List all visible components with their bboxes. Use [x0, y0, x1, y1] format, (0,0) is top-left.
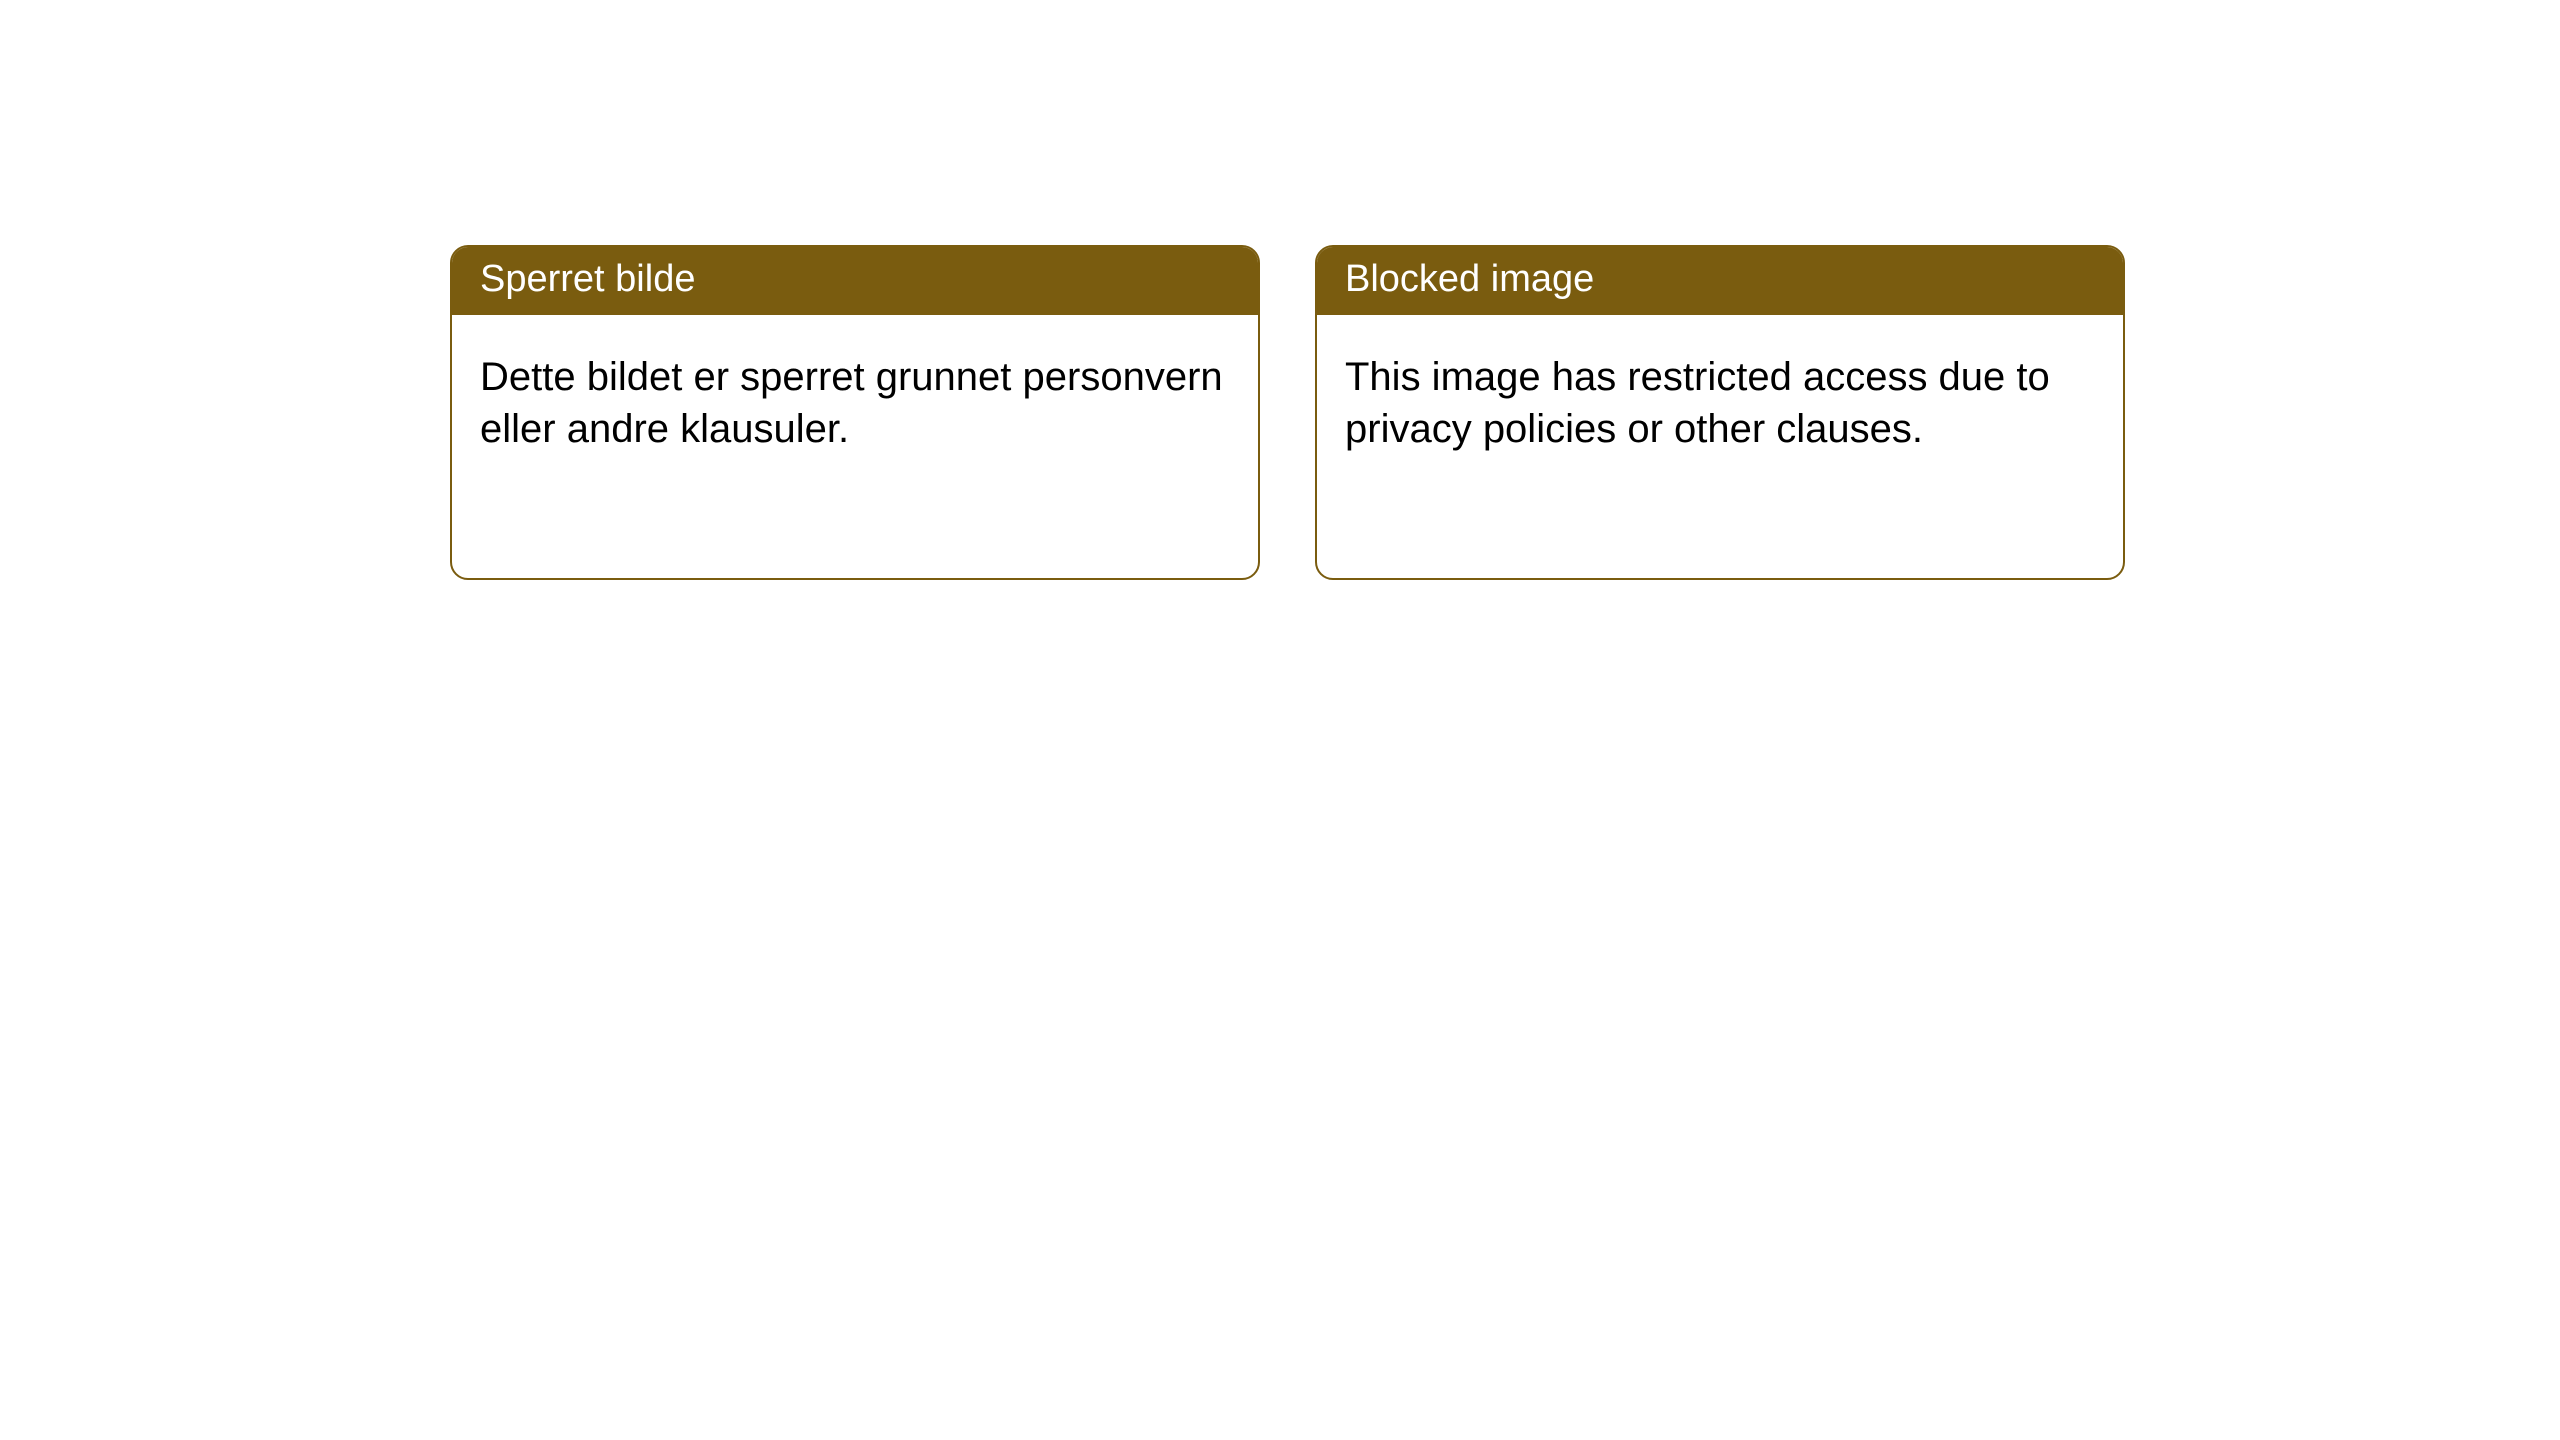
card-title-norwegian: Sperret bilde — [452, 247, 1258, 315]
card-body-norwegian: Dette bildet er sperret grunnet personve… — [452, 315, 1258, 491]
blocked-image-card-english: Blocked image This image has restricted … — [1315, 245, 2125, 580]
cards-container: Sperret bilde Dette bildet er sperret gr… — [450, 245, 2125, 580]
card-title-english: Blocked image — [1317, 247, 2123, 315]
card-body-english: This image has restricted access due to … — [1317, 315, 2123, 491]
blocked-image-card-norwegian: Sperret bilde Dette bildet er sperret gr… — [450, 245, 1260, 580]
